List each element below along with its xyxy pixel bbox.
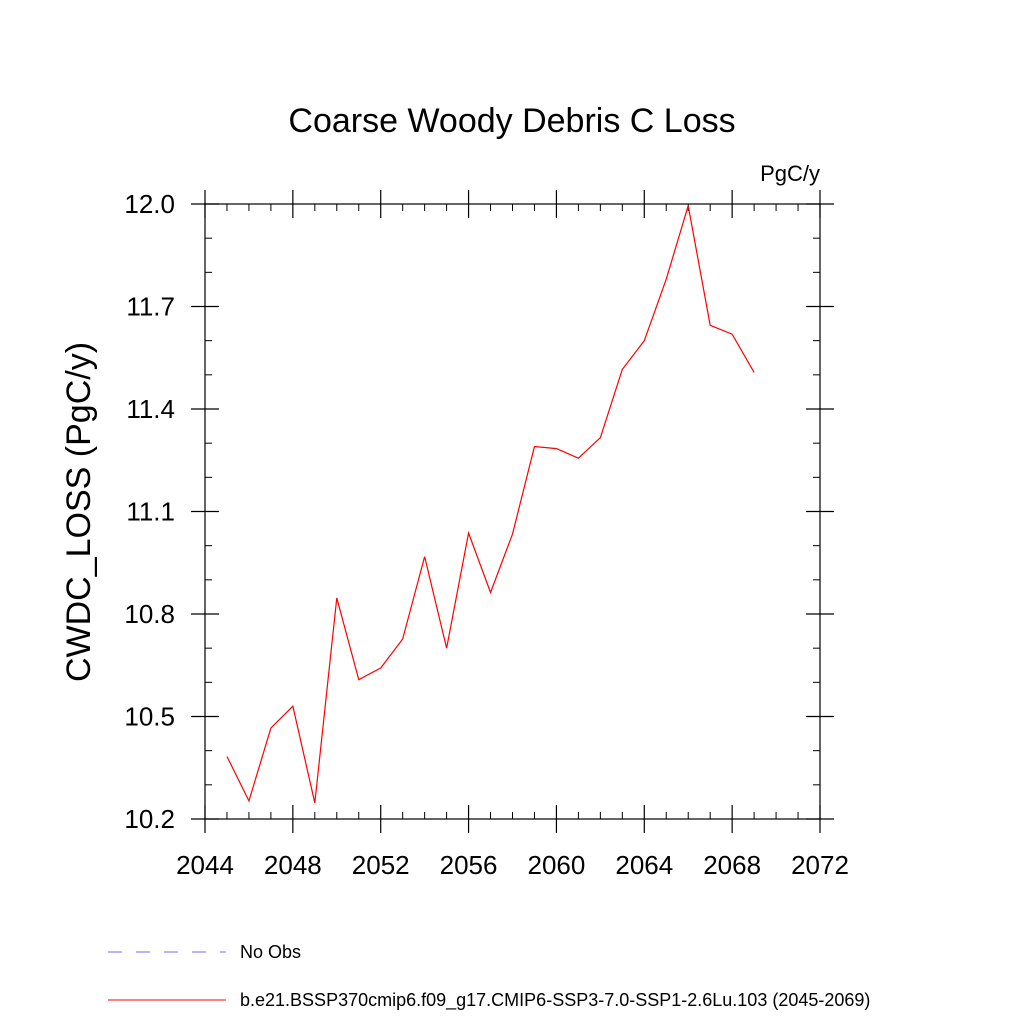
x-tick-label: 2056: [440, 850, 498, 880]
x-tick-label: 2072: [791, 850, 849, 880]
x-axis: 2044 2048 2052 2056 2060 2064 2068 2072: [176, 190, 849, 880]
legend: No Obs b.e21.BSSP370cmip6.f09_g17.CMIP6-S…: [108, 942, 870, 1011]
x-tick-label: 2052: [352, 850, 410, 880]
y-tick-label: 10.5: [124, 702, 175, 732]
y-tick-label: 11.1: [126, 497, 175, 527]
y-tick-label: 12.0: [124, 189, 175, 219]
y-axis: 10.2 10.5 10.8 11.1 11.4 11.7 12.0: [124, 189, 834, 834]
y-tick-label: 10.2: [124, 804, 175, 834]
legend-label: b.e21.BSSP370cmip6.f09_g17.CMIP6-SSP3-7.…: [240, 990, 870, 1011]
x-tick-label: 2048: [264, 850, 322, 880]
series-line: [226, 205, 755, 804]
y-axis-label: CWDC_LOSS (PgC/y): [60, 342, 98, 682]
y-tick-label: 11.4: [126, 394, 175, 424]
x-tick-label: 2064: [615, 850, 673, 880]
legend-label: No Obs: [240, 942, 301, 962]
chart-title: Coarse Woody Debris C Loss: [288, 102, 735, 140]
y-tick-label: 11.7: [126, 292, 175, 322]
y-tick-label: 10.8: [124, 599, 175, 629]
units-label: PgC/y: [760, 161, 820, 186]
x-tick-label: 2044: [176, 850, 234, 880]
x-tick-label: 2060: [528, 850, 586, 880]
series-layer: [226, 205, 755, 804]
x-tick-label: 2068: [703, 850, 761, 880]
